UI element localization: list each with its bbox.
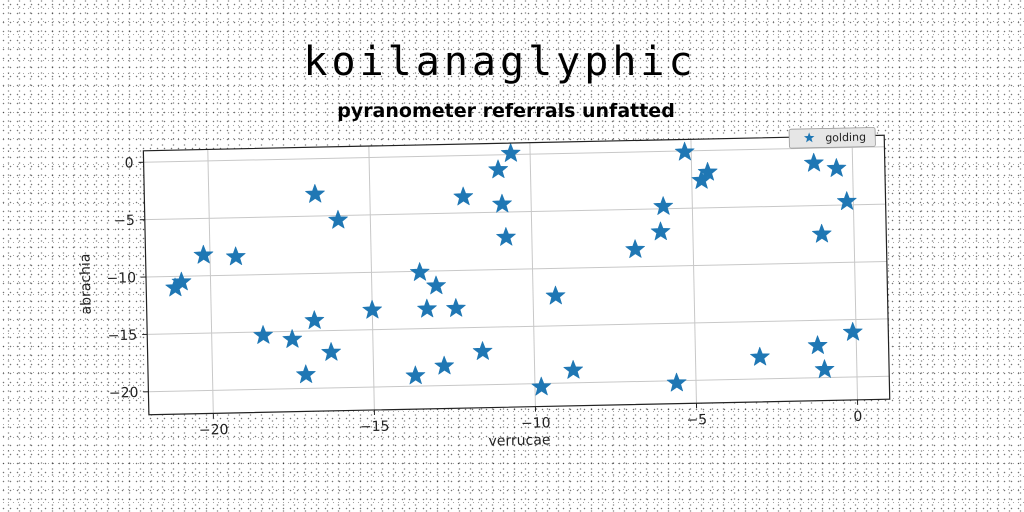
- chart-title: koilanaglyphic: [303, 39, 696, 85]
- x-tick-label: −10: [521, 415, 551, 432]
- y-tick-label: −5: [114, 213, 135, 229]
- x-axis-label: verrucae: [488, 432, 550, 449]
- plot-area: −20 −15 −10 −5 0 0 −5 −10 −15 −20 verrucae abrac…: [75, 127, 890, 458]
- x-tick-label: −5: [686, 412, 707, 428]
- y-axis-label: abrachia: [78, 253, 95, 314]
- y-tick-label: −20: [109, 385, 139, 402]
- x-tick-label: 0: [853, 409, 862, 425]
- y-tick-label: 0: [125, 155, 134, 171]
- legend-entry-golding: golding: [825, 131, 866, 145]
- y-axis-ticks: 0 −5 −10 −15 −20: [104, 155, 149, 401]
- x-tick-label: −15: [360, 419, 390, 436]
- y-tick-label: −10: [106, 270, 136, 287]
- chart-subtitle: pyranometer referrals unfatted: [337, 100, 675, 122]
- y-tick-label: −15: [108, 328, 138, 345]
- legend: golding: [789, 127, 875, 148]
- x-tick-label: −20: [199, 422, 229, 439]
